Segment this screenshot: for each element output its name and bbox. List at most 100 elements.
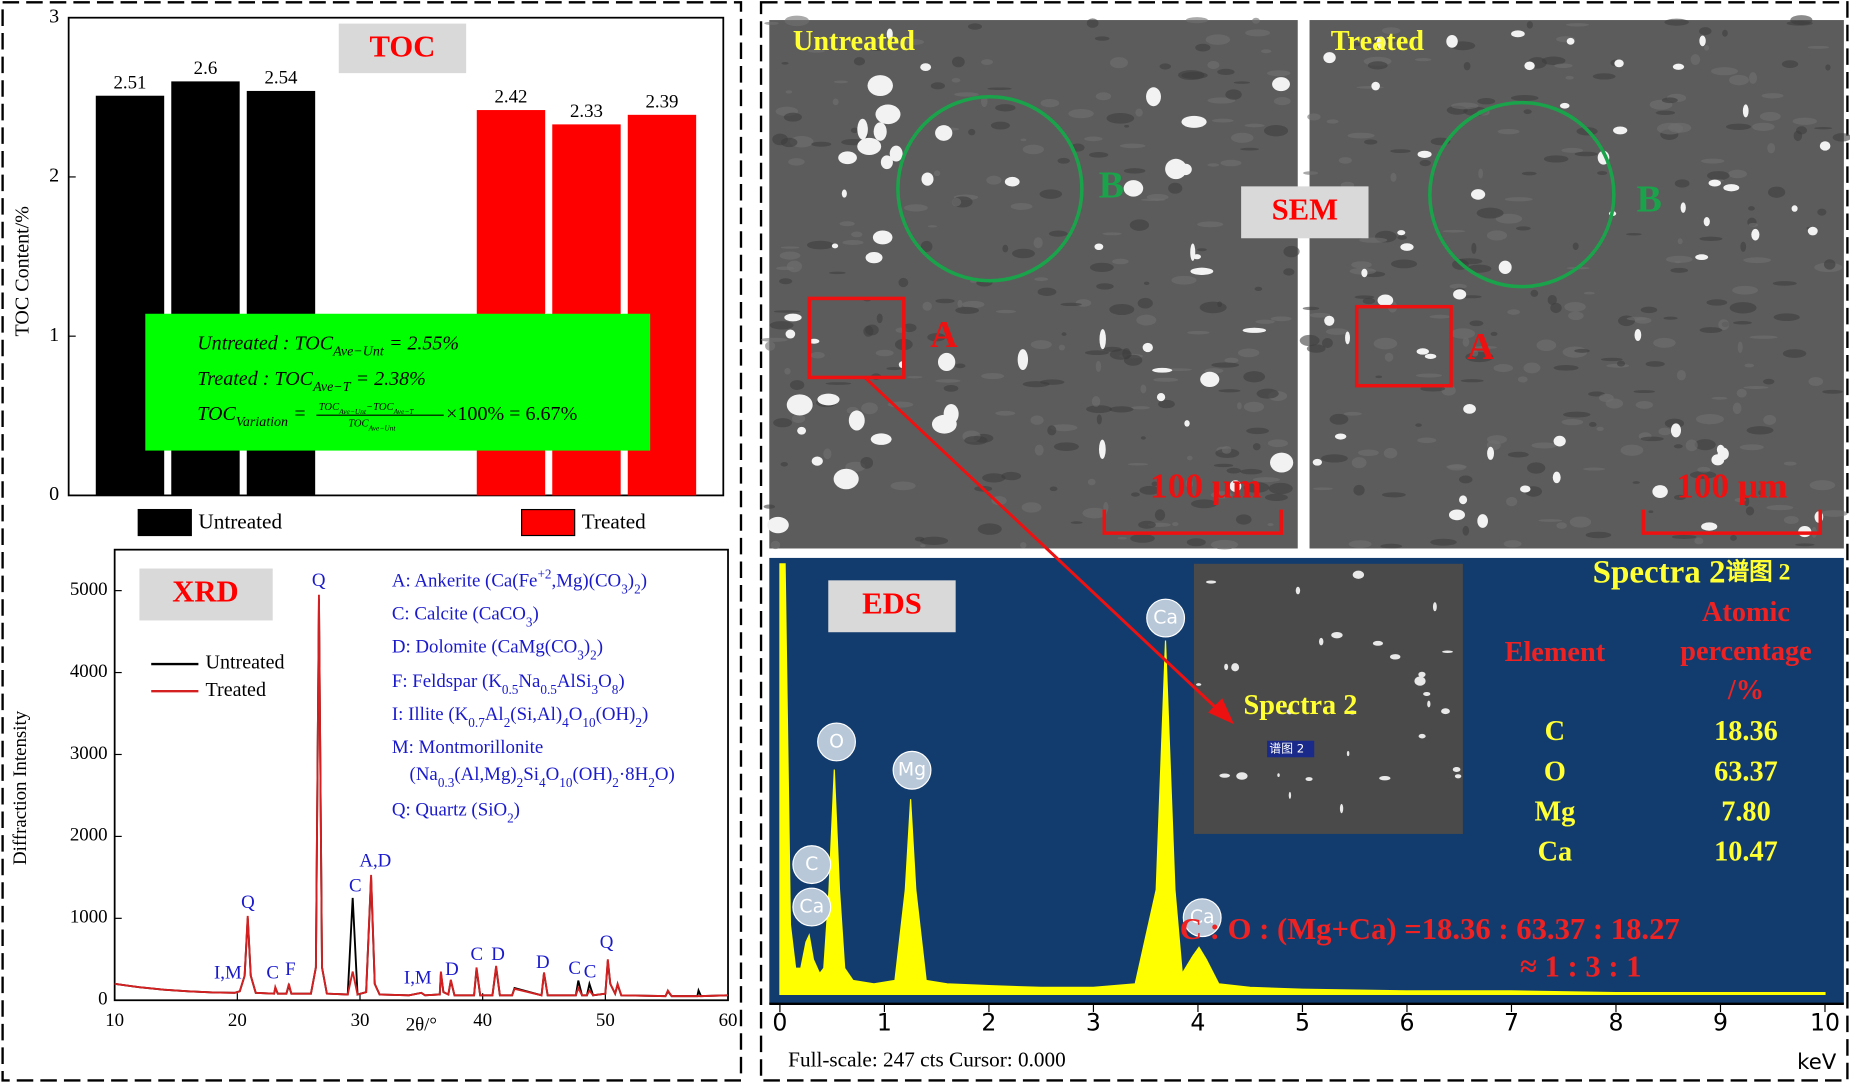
y-tick-label: 0	[49, 483, 59, 505]
sem-particle	[1487, 446, 1495, 460]
sem-particle	[1361, 268, 1368, 278]
annotation-line-part: Untreated : TOC	[197, 332, 334, 354]
sem-particle	[848, 410, 865, 431]
mineral-legend-part: (OH)	[572, 764, 612, 785]
sem-texture	[764, 21, 779, 25]
chart-title: XRD	[172, 575, 238, 609]
sem-texture	[1124, 124, 1130, 128]
sem-texture	[1795, 543, 1815, 547]
sem-texture	[995, 309, 1017, 314]
sem-texture	[1217, 68, 1235, 76]
sem-texture	[1743, 386, 1769, 389]
sem-texture	[1538, 519, 1563, 522]
sem-texture	[933, 170, 941, 177]
sem-texture	[1033, 237, 1043, 249]
sem-texture	[1476, 207, 1504, 219]
sem-texture	[1130, 534, 1155, 543]
sem-texture	[1322, 338, 1333, 348]
sem-particle	[857, 137, 882, 155]
sem-texture	[1143, 281, 1150, 286]
sem-texture	[791, 414, 806, 424]
sem-texture	[1648, 510, 1654, 514]
sem-particle	[867, 75, 893, 97]
sem-particle	[1791, 205, 1798, 212]
sem-texture	[1583, 291, 1595, 295]
sem-particle	[1098, 439, 1106, 460]
sem-texture	[1766, 504, 1794, 511]
sem-texture	[1154, 509, 1166, 521]
mineral-legend-part: 2	[648, 775, 655, 790]
sem-texture	[1159, 63, 1172, 70]
sem-particle	[1272, 77, 1290, 92]
sem-texture	[832, 98, 839, 106]
sem-particle	[1701, 522, 1718, 531]
sem-particle	[808, 338, 820, 344]
sem-texture	[1140, 384, 1147, 394]
inset-particle	[1305, 777, 1313, 782]
sem-texture	[1658, 427, 1672, 436]
sem-texture	[935, 298, 955, 304]
inset-particle	[1418, 733, 1426, 739]
x-tick-label: 30	[351, 1010, 370, 1031]
mineral-legend-part: 2	[612, 775, 619, 790]
plot-frame	[67, 16, 725, 497]
sem-texture	[1303, 171, 1319, 175]
peak-label: C	[349, 875, 362, 896]
table-cell: 18.36	[1714, 716, 1778, 747]
sem-texture	[1728, 169, 1747, 179]
inset-particle	[1423, 691, 1431, 696]
sem-particle	[1400, 243, 1414, 251]
sem-texture	[1763, 414, 1777, 425]
mineral-legend-part: 2	[590, 647, 597, 662]
sem-particle	[931, 414, 957, 434]
sem-texture	[1343, 411, 1362, 416]
sem-texture	[898, 277, 909, 288]
sem-texture	[1640, 436, 1664, 442]
mineral-legend-part: O	[598, 671, 612, 692]
sem-texture	[1690, 54, 1701, 66]
sem-particle	[1142, 342, 1153, 353]
sem-texture	[1504, 197, 1533, 202]
sem-texture	[1353, 484, 1365, 496]
sem-texture	[1309, 312, 1331, 318]
sem-texture	[1711, 396, 1728, 400]
sem-texture	[1478, 168, 1484, 179]
sem-texture	[1390, 172, 1397, 182]
sem-texture	[1034, 444, 1044, 456]
sem-particle	[1200, 371, 1220, 388]
mineral-legend-part: (Al,Mg)	[454, 764, 516, 785]
sem-texture	[870, 47, 885, 51]
sem-texture	[1225, 89, 1242, 100]
mineral-legend-part: ,Mg)(CO	[552, 571, 622, 592]
annotation-line-part: Treated : TOC	[197, 367, 313, 389]
sem-texture	[1752, 122, 1775, 131]
sem-particle	[1371, 81, 1380, 91]
sem-texture	[930, 82, 945, 90]
sem-particle	[1559, 102, 1570, 109]
inset-particle	[1372, 640, 1384, 646]
sem-texture	[1186, 455, 1193, 461]
sem-texture	[1243, 482, 1270, 493]
inset-tag: 谱图 2	[1269, 742, 1304, 756]
mineral-legend-part: 2	[507, 810, 514, 825]
sem-texture	[1199, 301, 1227, 314]
mineral-legend-part: Si	[523, 764, 539, 785]
y-tick-label: 1	[49, 324, 59, 346]
sem-texture	[1563, 411, 1591, 418]
sem-particle	[1094, 243, 1104, 251]
sem-texture	[1450, 328, 1476, 339]
sem-particle	[1459, 495, 1468, 505]
fraction-numerator: TOCAve−Unt−TOCAve−T	[319, 403, 415, 417]
sem-texture	[1620, 444, 1644, 456]
mineral-legend-part: 3	[577, 647, 584, 662]
sem-particle	[1334, 433, 1347, 440]
sem-texture	[1772, 281, 1797, 286]
mineral-legend-part: I: Illite (K	[392, 704, 469, 725]
sem-texture	[1197, 248, 1207, 252]
sem-texture	[1039, 189, 1063, 199]
mineral-legend-part: Q: Quartz (SiO	[392, 800, 507, 821]
sem-texture	[1109, 406, 1134, 413]
sem-texture	[1415, 373, 1443, 378]
